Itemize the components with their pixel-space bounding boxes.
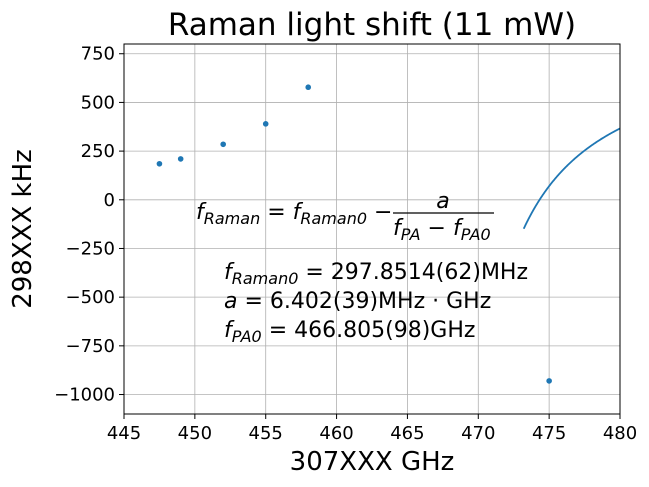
formula-lhs-f: f bbox=[196, 200, 207, 225]
x-tick-label: 460 bbox=[319, 423, 353, 444]
formula-lhs-sub: Raman bbox=[204, 209, 260, 228]
y-tick-label: −500 bbox=[66, 287, 115, 308]
x-axis-label: 307XXX GHz bbox=[290, 447, 455, 477]
y-tick-label: 0 bbox=[104, 190, 115, 211]
param-f-pa0-value: = 466.805(98)GHz bbox=[262, 318, 476, 343]
param-f-pa0-f: f bbox=[224, 318, 235, 343]
formula-minus: − bbox=[367, 200, 392, 225]
formula-rhs-f: f bbox=[293, 200, 304, 225]
y-tick-label: 250 bbox=[81, 141, 115, 162]
formula-den-sub1: PA bbox=[401, 225, 421, 244]
formula-numerator: a bbox=[436, 189, 449, 214]
y-tick-label: 500 bbox=[81, 92, 115, 113]
fit-parameters: fRaman0 = 297.8514(62)MHz a = 6.402(39)M… bbox=[224, 260, 528, 346]
x-tick-label: 470 bbox=[461, 423, 495, 444]
plot-frame bbox=[123, 43, 621, 415]
fit-curves bbox=[522, 127, 620, 230]
y-axis-ticks: 750 500 250 0 −250 −500 −750 −1000 bbox=[54, 44, 124, 406]
formula-den-f2: f bbox=[453, 216, 464, 241]
svg-text:a = 6.402(39)MHz · GHz: a = 6.402(39)MHz · GHz bbox=[224, 289, 491, 314]
data-point bbox=[546, 378, 552, 384]
param-f-pa0-sub: PA0 bbox=[232, 327, 262, 346]
y-tick-label: 750 bbox=[81, 44, 115, 65]
param-a-symbol: a bbox=[224, 289, 237, 314]
grid-lines bbox=[123, 44, 621, 414]
svg-text:fPA0 = 466.805(98)GHz: fPA0 = 466.805(98)GHz bbox=[224, 318, 475, 346]
x-tick-label: 445 bbox=[107, 423, 141, 444]
x-tick-label: 480 bbox=[603, 423, 637, 444]
data-point bbox=[177, 156, 184, 162]
formula-rhs-sub: Raman0 bbox=[300, 209, 367, 228]
data-point bbox=[305, 84, 312, 91]
svg-text:fRaman = fRaman0 −: fRaman = fRaman0 − bbox=[196, 200, 392, 228]
param-f-raman0-value: = 297.8514(62)MHz bbox=[298, 260, 528, 285]
x-tick-label: 465 bbox=[390, 423, 424, 444]
fit-curve-right-branch bbox=[522, 127, 620, 230]
param-a-value: = 6.402(39)MHz · GHz bbox=[237, 289, 491, 314]
y-tick-label: −250 bbox=[66, 238, 115, 259]
y-tick-label: −1000 bbox=[54, 385, 115, 406]
x-tick-label: 450 bbox=[178, 423, 212, 444]
data-point bbox=[156, 160, 163, 167]
x-tick-label: 455 bbox=[249, 423, 283, 444]
chart-title: Raman light shift (11 mW) bbox=[168, 7, 576, 43]
formula-eq: = bbox=[260, 200, 292, 225]
param-f-raman0-f: f bbox=[224, 260, 235, 285]
data-point bbox=[262, 121, 269, 127]
y-tick-label: −750 bbox=[66, 336, 115, 357]
x-axis-ticks: 445 450 455 460 465 470 475 480 bbox=[107, 414, 637, 444]
svg-text:fPA − fPA0: fPA − fPA0 bbox=[393, 216, 491, 244]
formula-den-minus: − bbox=[421, 216, 453, 241]
formula-den-f1: f bbox=[393, 216, 404, 241]
x-tick-label: 475 bbox=[532, 423, 566, 444]
y-axis-label: 298XXX kHz bbox=[8, 149, 38, 309]
data-point bbox=[220, 141, 226, 148]
formula-annotation: fRaman = fRaman0 − a fPA − fPA0 bbox=[196, 189, 494, 244]
svg-text:fRaman0 = 297.8514(62)MHz: fRaman0 = 297.8514(62)MHz bbox=[224, 260, 528, 288]
data-points bbox=[156, 84, 552, 384]
param-f-raman0-sub: Raman0 bbox=[232, 269, 299, 288]
formula-den-sub2: PA0 bbox=[461, 225, 491, 244]
